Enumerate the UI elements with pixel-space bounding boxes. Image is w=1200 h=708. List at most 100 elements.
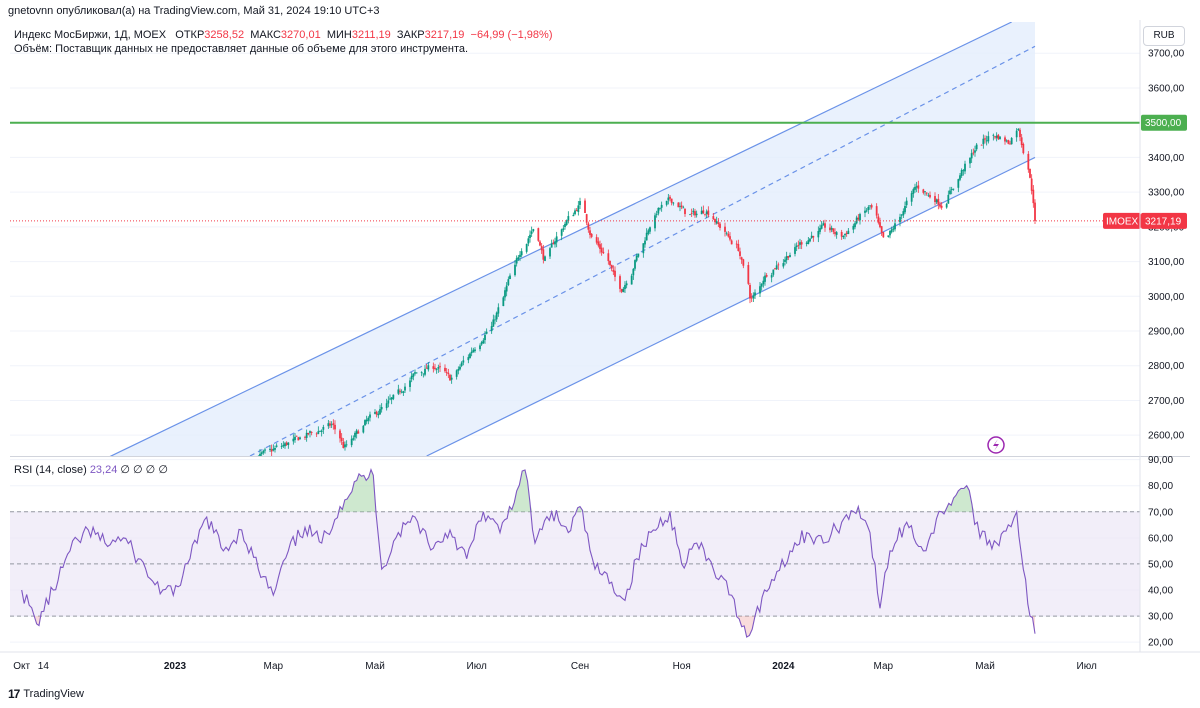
candle-body bbox=[550, 243, 553, 248]
candle-body bbox=[251, 461, 253, 462]
candle-body bbox=[715, 221, 718, 224]
candle-body bbox=[665, 200, 668, 205]
candle-body bbox=[785, 256, 788, 261]
open-value: 3258,52 bbox=[204, 29, 245, 41]
candle-body bbox=[612, 269, 615, 272]
rsi-extras: ∅ ∅ ∅ ∅ bbox=[120, 464, 168, 476]
candle-body bbox=[530, 231, 533, 234]
candle-body bbox=[564, 223, 566, 228]
volume-note: Объём: Поставщик данных не предоставляет… bbox=[14, 43, 469, 55]
footer-brand[interactable]: 17 TradingView bbox=[8, 687, 84, 701]
time-tick-label: 2024 bbox=[772, 661, 795, 672]
candle-body bbox=[970, 153, 973, 159]
candle-body bbox=[310, 432, 313, 434]
candle-body bbox=[345, 444, 348, 446]
candle-body bbox=[460, 362, 463, 366]
candle-body bbox=[317, 431, 320, 434]
candle-body bbox=[334, 424, 336, 430]
channel-lower-line[interactable] bbox=[426, 156, 1036, 456]
candle-body bbox=[560, 229, 563, 236]
candle-body bbox=[374, 412, 376, 414]
candle-body bbox=[830, 227, 833, 230]
candle-body bbox=[869, 205, 871, 207]
candle-body bbox=[1022, 144, 1025, 154]
candle-body bbox=[795, 245, 798, 248]
flash-icon[interactable] bbox=[987, 436, 1005, 454]
candle-body bbox=[609, 260, 611, 266]
candle-body bbox=[822, 223, 825, 226]
candle-body bbox=[727, 233, 730, 237]
symbol-badge-text: IMOEX bbox=[1106, 216, 1139, 227]
candle-body bbox=[797, 245, 800, 247]
candle-body bbox=[309, 431, 311, 433]
candle-body bbox=[595, 237, 598, 243]
candle-body bbox=[585, 214, 588, 223]
level-badge-text: 3500,00 bbox=[1145, 118, 1182, 129]
candle-body bbox=[589, 230, 591, 235]
candle-body bbox=[917, 185, 920, 189]
candle-body bbox=[467, 357, 470, 361]
candle-body bbox=[940, 205, 943, 208]
channel-fill bbox=[111, 22, 1035, 456]
rsi-header[interactable]: RSI (14, close) 23,24 ∅ ∅ ∅ ∅ bbox=[14, 463, 168, 476]
candle-body bbox=[759, 286, 761, 294]
candle-body bbox=[402, 391, 405, 393]
candle-body bbox=[554, 241, 556, 245]
price-tick-label: 3700,00 bbox=[1148, 49, 1185, 60]
time-tick-label: Мар bbox=[874, 661, 894, 672]
candle-body bbox=[509, 275, 511, 280]
price-tick-label: 3400,00 bbox=[1148, 153, 1185, 164]
rsi-line[interactable] bbox=[21, 467, 1036, 638]
candle-body bbox=[260, 452, 263, 455]
candle-body bbox=[747, 265, 750, 284]
candle-body bbox=[352, 438, 355, 440]
publisher-line: gnetovnn опубликовал(а) на TradingView.c… bbox=[8, 5, 380, 17]
candle-body bbox=[1019, 129, 1021, 138]
rsi-tick-label: 20,00 bbox=[1148, 638, 1173, 649]
candle-body bbox=[414, 372, 416, 374]
candle-body bbox=[707, 210, 710, 216]
candle-body bbox=[307, 433, 310, 435]
candle-body bbox=[995, 135, 998, 138]
candle-body bbox=[270, 449, 273, 452]
candle-body bbox=[964, 163, 966, 172]
candle-body bbox=[870, 205, 873, 208]
close-value: 3217,19 bbox=[424, 29, 465, 41]
candle-body bbox=[459, 366, 461, 370]
candle-body bbox=[840, 231, 843, 237]
candle-body bbox=[900, 214, 903, 216]
candle-body bbox=[740, 257, 743, 260]
candle-body bbox=[694, 211, 696, 216]
candle-body bbox=[490, 326, 493, 332]
candle-body bbox=[494, 319, 496, 321]
candle-body bbox=[201, 483, 203, 484]
candle-body bbox=[187, 490, 189, 493]
candle-body bbox=[992, 134, 995, 136]
candle-body bbox=[249, 462, 251, 463]
candle-body bbox=[579, 201, 581, 205]
price-tick-label: 3600,00 bbox=[1148, 83, 1185, 94]
candle-body bbox=[1015, 130, 1018, 138]
candle-body bbox=[447, 372, 450, 375]
candle-body bbox=[817, 231, 820, 238]
candle-body bbox=[642, 243, 645, 254]
candle-body bbox=[234, 465, 236, 467]
candle-body bbox=[339, 430, 341, 439]
candle-body bbox=[269, 448, 271, 450]
candle-body bbox=[929, 194, 931, 198]
candle-body bbox=[787, 256, 790, 258]
candle-body bbox=[952, 188, 955, 190]
candle-body bbox=[410, 375, 413, 380]
candle-body bbox=[730, 240, 733, 245]
currency-button[interactable]: RUB bbox=[1143, 26, 1185, 46]
candle-body bbox=[819, 228, 821, 232]
candle-body bbox=[287, 442, 290, 446]
candle-body bbox=[404, 386, 406, 391]
candle-body bbox=[962, 170, 965, 172]
candle-body bbox=[635, 255, 638, 261]
candle-body bbox=[204, 479, 206, 480]
time-tick-label: 2023 bbox=[164, 661, 187, 672]
candle-body bbox=[749, 284, 751, 299]
candle-body bbox=[659, 208, 661, 210]
